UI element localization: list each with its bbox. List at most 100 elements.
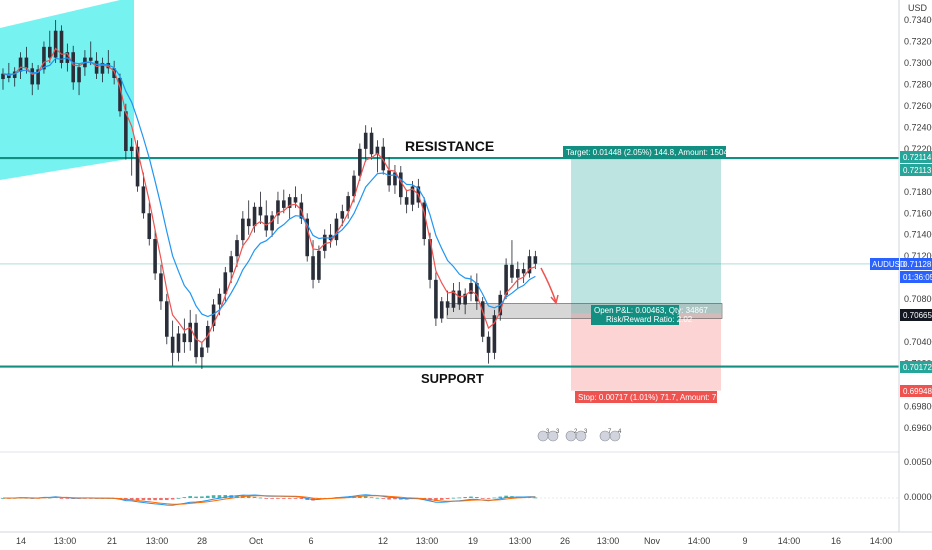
candle xyxy=(527,249,532,278)
candle xyxy=(100,57,105,83)
candle xyxy=(375,140,380,173)
macd-bar xyxy=(498,496,503,498)
candle xyxy=(533,250,538,270)
candle xyxy=(276,191,280,224)
macd-bar xyxy=(211,495,216,498)
macd-bar xyxy=(282,498,286,499)
candle xyxy=(445,290,450,316)
flag-icon[interactable] xyxy=(609,430,621,442)
candle xyxy=(317,245,321,284)
candle xyxy=(241,211,245,248)
candle xyxy=(287,193,292,219)
macd-bar xyxy=(445,498,450,499)
candle xyxy=(480,297,485,343)
flag-icon[interactable] xyxy=(547,430,559,442)
time-tick: 26 xyxy=(560,536,570,546)
candle xyxy=(147,202,152,246)
candle xyxy=(246,200,251,235)
candle xyxy=(188,309,192,351)
forecast-arrowhead xyxy=(550,294,559,305)
time-tick: 14:00 xyxy=(778,536,801,546)
macd-bar xyxy=(182,497,187,498)
event-count: 7 xyxy=(608,429,612,435)
time-axis[interactable]: 14 13:00 21 13:00 28 Oct 6 12 13:00 19 13:00 26 13:0… xyxy=(16,536,892,546)
macd-bar xyxy=(387,498,391,500)
macd-bar xyxy=(159,498,163,501)
symbol-label-box xyxy=(870,258,899,270)
stop-label-box xyxy=(575,391,717,403)
candle xyxy=(381,138,386,175)
price-label: 0.70665 xyxy=(903,311,932,320)
time-tick: Oct xyxy=(249,536,264,546)
rr-ratio-label: Risk/Reward Ratio: 2.02 xyxy=(606,315,693,324)
candle xyxy=(129,138,134,176)
candle xyxy=(486,331,491,364)
macd-bar xyxy=(165,498,169,501)
candle xyxy=(165,293,169,345)
macd-bar xyxy=(200,496,204,498)
price-label: 0.72113 xyxy=(903,166,932,175)
event-count: 3 xyxy=(556,429,560,435)
macd-bar xyxy=(369,497,374,499)
macd-bar xyxy=(299,498,304,499)
candle xyxy=(36,65,40,90)
macd-bar xyxy=(480,498,485,499)
forecast-arrow xyxy=(540,267,557,303)
price-label: 0.71128 xyxy=(903,260,932,269)
candle xyxy=(422,197,426,246)
candle xyxy=(229,250,233,284)
candle xyxy=(340,204,345,227)
macd-bar xyxy=(188,496,192,498)
candle xyxy=(176,326,181,362)
candle xyxy=(24,46,29,74)
macd-bar xyxy=(59,498,64,499)
candle xyxy=(71,45,75,90)
macd-bar xyxy=(439,498,444,500)
price-labels: 0.72114 0.72113 0.71128 01:36:05 0.70665 0.70… xyxy=(870,151,932,397)
open-pnl-label: Open P&L: 0.00463, Qty: 34867 xyxy=(594,306,708,315)
candle xyxy=(77,62,81,96)
macd-bar xyxy=(176,497,181,499)
macd-bar xyxy=(287,498,292,499)
macd-bar xyxy=(363,496,368,498)
macd-bar xyxy=(533,497,538,499)
candle xyxy=(516,261,520,289)
candle xyxy=(12,67,17,87)
candle xyxy=(451,283,456,313)
ema-slow-line xyxy=(2,57,536,318)
macd-bar xyxy=(358,496,362,498)
currency-label: USD xyxy=(908,3,928,13)
macd-bar xyxy=(381,498,386,499)
candle xyxy=(42,41,46,74)
time-tick: 13:00 xyxy=(54,536,77,546)
macd-bar xyxy=(135,498,140,501)
bull-channel xyxy=(0,0,134,180)
candle xyxy=(334,213,339,246)
price-label-box xyxy=(900,151,932,163)
candle xyxy=(1,68,5,90)
candle xyxy=(182,318,187,353)
candle xyxy=(510,240,514,284)
candle xyxy=(346,191,350,219)
macd-bar xyxy=(223,495,228,498)
candle xyxy=(469,275,473,302)
flag-icon[interactable] xyxy=(575,430,587,442)
macd-bar xyxy=(264,498,269,499)
candle xyxy=(475,273,479,310)
price-label: 0.70172 xyxy=(903,363,932,372)
candle xyxy=(18,52,23,80)
macd-bar xyxy=(252,496,257,498)
candles xyxy=(1,20,538,369)
price-label-box xyxy=(900,271,932,283)
